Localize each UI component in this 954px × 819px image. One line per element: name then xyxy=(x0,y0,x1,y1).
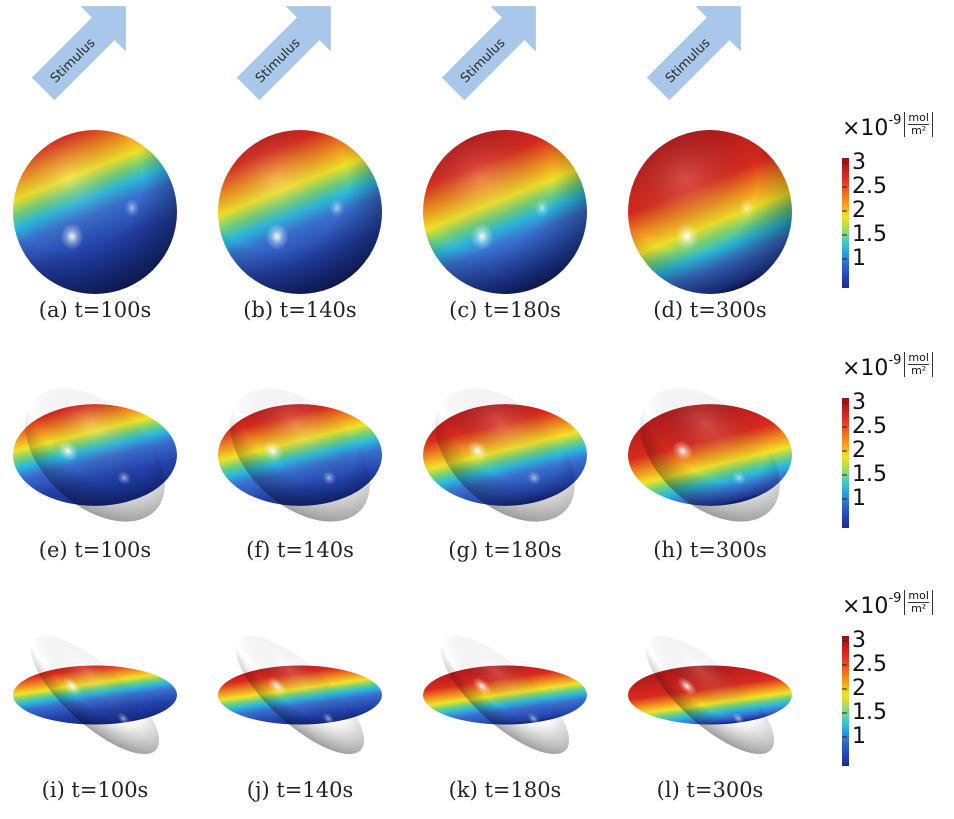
colorbar-tick-label: 1.5 xyxy=(852,700,887,725)
concentration-shape xyxy=(628,635,792,755)
specular-highlight xyxy=(470,223,494,251)
colorbar-tick-label: 2 xyxy=(852,198,866,223)
concentration-shape xyxy=(628,130,792,294)
colorbar-tick-label: 2 xyxy=(852,438,866,463)
concentration-shape xyxy=(13,388,178,522)
colorbar-tick-label: 3 xyxy=(852,628,866,653)
colorbar-multiplier: ×10 xyxy=(842,116,889,141)
colorbar-tick-label: 1 xyxy=(852,724,866,749)
panel-caption: (l) t=300s xyxy=(656,778,764,802)
stimulus-arrow: Stimulus xyxy=(31,6,126,101)
unit-denominator: m² xyxy=(911,364,927,377)
stimulus-arrow: Stimulus xyxy=(236,6,331,101)
unit-denominator: m² xyxy=(911,602,927,615)
colorbar-exponent: -9 xyxy=(888,113,902,128)
colorbar-unit: mol m² xyxy=(904,352,933,377)
panel-caption: (b) t=140s xyxy=(243,298,357,322)
stimulus-arrow: Stimulus xyxy=(441,6,536,101)
colorbar-exponent: -9 xyxy=(888,353,902,368)
colorbar-tick-label: 1 xyxy=(852,486,866,511)
concentration-shape xyxy=(13,130,177,294)
concentration-shape xyxy=(13,635,177,755)
colorbar-tick-label: 2.5 xyxy=(852,652,887,677)
panel-caption: (k) t=180s xyxy=(448,778,562,802)
panel-caption: (f) t=140s xyxy=(246,538,354,562)
specular-highlight xyxy=(472,677,492,696)
panel-caption: (e) t=100s xyxy=(38,538,152,562)
concentration-shape xyxy=(218,388,382,522)
specular-highlight xyxy=(60,223,84,251)
unit-denominator: m² xyxy=(911,124,927,137)
specular-highlight xyxy=(672,440,694,462)
unit-numerator: mol xyxy=(908,589,929,603)
specular-highlight xyxy=(267,677,287,696)
colorbar-tick-label: 2.5 xyxy=(852,414,887,439)
colorbar-tick-label: 3 xyxy=(852,390,866,415)
colorbar-tick-label: 1.5 xyxy=(852,462,887,487)
concentration-shape xyxy=(218,635,382,755)
panel-caption: (c) t=180s xyxy=(449,298,561,322)
colorbar-unit: mol m² xyxy=(904,112,933,137)
specular-highlight xyxy=(262,440,284,462)
colorbar-unit-header: ×10-9 mol m² xyxy=(842,352,933,383)
colorbar-exponent: -9 xyxy=(888,591,902,606)
panel-caption: (d) t=300s xyxy=(653,298,767,322)
specular-highlight xyxy=(57,440,79,462)
colorbar-gradient xyxy=(842,398,849,528)
colorbar-unit-header: ×10-9 mol m² xyxy=(842,590,933,621)
concentration-shape xyxy=(218,130,382,294)
specular-highlight xyxy=(62,677,82,696)
specular-highlight xyxy=(675,223,699,251)
panel-caption: (g) t=180s xyxy=(448,538,562,562)
colorbar-tick-label: 2 xyxy=(852,676,866,701)
colorbar-tick-label: 1.5 xyxy=(852,222,887,247)
concentration-shape xyxy=(628,388,792,522)
colorbar-multiplier: ×10 xyxy=(842,356,889,381)
concentration-shape xyxy=(423,635,587,755)
concentration-shape xyxy=(423,130,587,294)
specular-highlight xyxy=(467,440,489,462)
panel-caption: (a) t=100s xyxy=(38,298,152,322)
panel-caption: (j) t=140s xyxy=(246,778,354,802)
colorbar-tick-label: 2.5 xyxy=(852,174,887,199)
panel-caption: (i) t=100s xyxy=(41,778,149,802)
colorbar-gradient xyxy=(842,158,849,288)
colorbar-unit: mol m² xyxy=(904,590,933,615)
colorbar-tick-label: 1 xyxy=(852,246,866,271)
unit-numerator: mol xyxy=(908,111,929,125)
colorbar-tick-label: 3 xyxy=(852,150,866,175)
specular-highlight xyxy=(677,677,697,696)
colorbar-multiplier: ×10 xyxy=(842,594,889,619)
specular-highlight xyxy=(265,223,289,251)
panel-caption: (h) t=300s xyxy=(653,538,767,562)
concentration-shape xyxy=(423,388,587,522)
stimulus-arrow: Stimulus xyxy=(646,6,741,101)
colorbar-gradient xyxy=(842,636,849,766)
colorbar-unit-header: ×10-9 mol m² xyxy=(842,112,933,143)
unit-numerator: mol xyxy=(908,351,929,365)
